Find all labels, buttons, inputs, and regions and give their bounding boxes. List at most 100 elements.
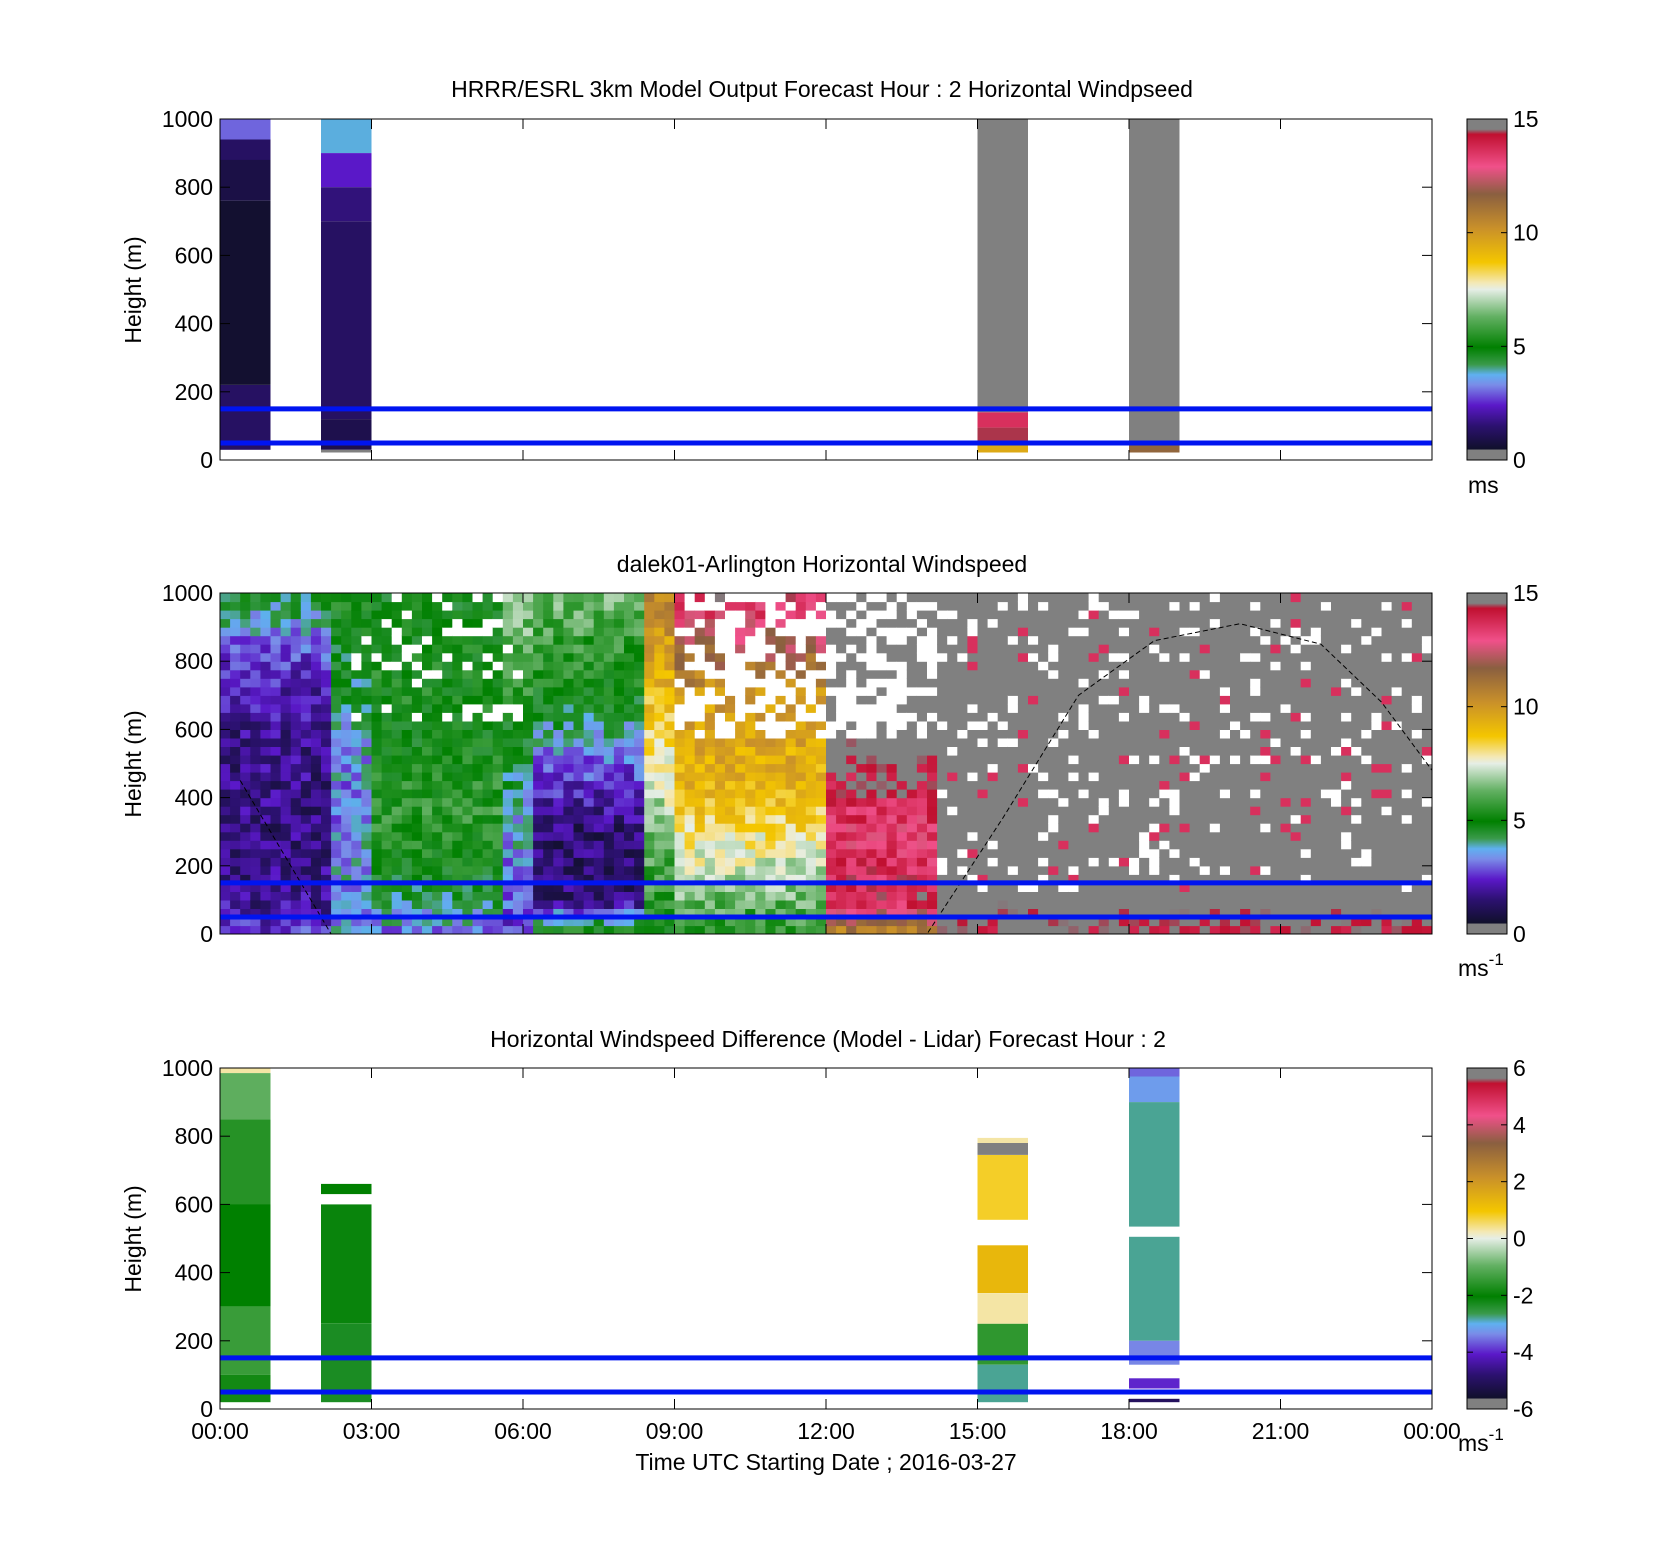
heatmap-cell [1219, 882, 1231, 892]
heatmap-cell [321, 908, 332, 918]
heatmap-cell [452, 823, 463, 833]
heatmap-cell [1240, 610, 1251, 620]
heatmap-cell [1411, 661, 1423, 671]
heatmap-cell [1250, 601, 1261, 611]
heatmap-cell [1310, 882, 1322, 892]
heatmap-cell [613, 763, 625, 773]
heatmap-cell [512, 840, 524, 850]
heatmap-cell [220, 1204, 271, 1307]
heatmap-cell [1401, 772, 1413, 782]
heatmap-cell [704, 712, 716, 722]
heatmap-cell [1320, 908, 1332, 918]
heatmap-cell [492, 831, 504, 841]
heatmap-cell [1209, 686, 1221, 696]
heatmap-cell [1058, 917, 1069, 927]
heatmap-cell [260, 686, 272, 696]
heatmap-cell [745, 857, 756, 867]
heatmap-cell [351, 814, 362, 824]
heatmap-cell [230, 780, 241, 790]
heatmap-cell [1260, 755, 1271, 765]
heatmap-cell [280, 857, 292, 867]
heatmap-cell [280, 882, 292, 892]
heatmap-cell [684, 720, 696, 730]
heatmap-cell [1401, 763, 1413, 773]
heatmap-cell [1270, 848, 1282, 858]
heatmap-cell [1411, 882, 1423, 892]
heatmap-cell [846, 874, 857, 884]
heatmap-cell [1401, 840, 1413, 850]
heatmap-cell [411, 806, 423, 816]
heatmap-cell [1129, 891, 1140, 901]
heatmap-cell [432, 925, 443, 934]
heatmap-cell [230, 925, 241, 934]
heatmap-cell [1391, 772, 1403, 782]
heatmap-cell [1351, 669, 1362, 679]
heatmap-cell [1260, 772, 1271, 782]
heatmap-cell [1331, 823, 1342, 833]
heatmap-cell [381, 678, 393, 688]
heatmap-cell [391, 865, 403, 875]
heatmap-cell [967, 627, 979, 637]
heatmap-cell [846, 780, 857, 790]
heatmap-cell [1290, 814, 1302, 824]
heatmap-cell [1280, 797, 1292, 807]
heatmap-cell [997, 882, 1009, 892]
heatmap-cell [654, 601, 665, 611]
heatmap-cell [230, 737, 241, 747]
heatmap-cell [603, 857, 615, 867]
heatmap-cell [1320, 610, 1332, 620]
heatmap-cell [735, 610, 746, 620]
heatmap-cell [422, 755, 433, 765]
heatmap-cell [664, 831, 676, 841]
heatmap-cell [1331, 652, 1342, 662]
heatmap-cell [694, 686, 706, 696]
heatmap-cell [704, 840, 716, 850]
heatmap-cell [846, 593, 857, 603]
heatmap-cell [310, 661, 322, 671]
heatmap-cell [543, 874, 554, 884]
heatmap-cell [1381, 763, 1393, 773]
heatmap-cell [1078, 644, 1090, 654]
heatmap-cell [1048, 797, 1059, 807]
heatmap-cell [432, 661, 443, 671]
heatmap-cell [411, 729, 423, 739]
heatmap-cell [300, 899, 312, 909]
heatmap-cell [1219, 746, 1231, 756]
heatmap-cell [997, 831, 1009, 841]
heatmap-cell [815, 712, 827, 722]
heatmap-cell [1159, 857, 1170, 867]
heatmap-cell [836, 601, 847, 611]
heatmap-cell [725, 635, 736, 645]
heatmap-cell [664, 652, 676, 662]
heatmap-cell [765, 908, 777, 918]
heatmap-cell [391, 661, 403, 671]
heatmap-cell [1260, 729, 1271, 739]
heatmap-cell [997, 806, 1009, 816]
heatmap-cell [805, 720, 817, 730]
heatmap-cell [1139, 857, 1150, 867]
heatmap-cell [906, 746, 918, 756]
heatmap-cell [735, 857, 746, 867]
heatmap-cell [1038, 891, 1049, 901]
heatmap-cell [1250, 737, 1261, 747]
heatmap-cell [876, 729, 888, 739]
heatmap-cell [583, 789, 595, 799]
heatmap-cell [1199, 840, 1211, 850]
heatmap-cell [967, 891, 979, 901]
heatmap-cell [401, 618, 413, 628]
heatmap-cell [1108, 678, 1120, 688]
heatmap-cell [1149, 635, 1160, 645]
heatmap-cell [644, 848, 655, 858]
heatmap-cell [260, 823, 272, 833]
heatmap-cell [220, 857, 231, 867]
heatmap-cell [977, 652, 989, 662]
heatmap-cell [1058, 737, 1069, 747]
heatmap-cell [492, 627, 504, 637]
heatmap-cell [684, 755, 696, 765]
heatmap-cell [1230, 610, 1241, 620]
heatmap-cell [553, 797, 564, 807]
heatmap-cell [341, 891, 352, 901]
heatmap-cell [492, 712, 504, 722]
heatmap-cell [1088, 908, 1100, 918]
heatmap-cell [553, 908, 564, 918]
